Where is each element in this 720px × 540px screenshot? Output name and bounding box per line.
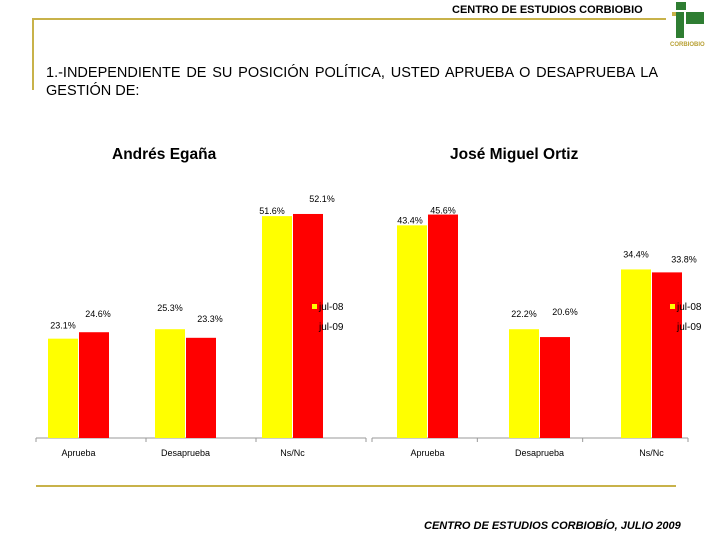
data-label: 34.4% — [623, 249, 649, 259]
bar-jul-08-desaprueba — [509, 329, 539, 438]
category-label: Aprueba — [410, 448, 444, 458]
survey-question: 1.-INDEPENDIENTE DE SU POSICIÓN POLÍTICA… — [46, 65, 658, 99]
data-label: 22.2% — [511, 309, 537, 319]
bar-jul-09-nsnc — [652, 272, 682, 438]
bar-jul-08-aprueba — [48, 338, 78, 438]
category-label: Ns/Nc — [280, 448, 305, 458]
data-label: 43.4% — [397, 215, 423, 225]
bar-jul-08-aprueba — [397, 225, 427, 438]
legend-label: jul-09 — [676, 322, 702, 333]
bar-jul-09-aprueba — [428, 214, 458, 438]
logo-caption: CORBIOBIO — [670, 42, 705, 48]
data-label: 25.3% — [157, 303, 183, 313]
category-label: Aprueba — [61, 448, 95, 458]
footer-source: CENTRO DE ESTUDIOS CORBIOBÍO, JULIO 2009 — [424, 520, 681, 532]
bar-jul-09-aprueba — [79, 332, 109, 438]
category-label: Desaprueba — [161, 448, 210, 458]
frame-top-line — [32, 18, 666, 20]
bar-jul-08-desaprueba — [155, 329, 185, 438]
data-label: 52.1% — [309, 194, 335, 204]
legend-swatch — [312, 324, 317, 329]
data-label: 51.6% — [259, 206, 285, 216]
header-organization: CENTRO DE ESTUDIOS CORBIOBIO — [452, 4, 643, 16]
legend-label: jul-08 — [318, 302, 344, 313]
category-label: Ns/Nc — [639, 448, 664, 458]
chart-title-ortiz: José Miguel Ortiz — [450, 146, 579, 163]
legend-swatch — [670, 324, 675, 329]
data-label: 20.6% — [552, 307, 578, 317]
legend-label: jul-08 — [676, 302, 702, 313]
bar-jul-09-desaprueba — [186, 337, 216, 438]
corbiobio-logo — [672, 2, 704, 38]
frame-bottom-line — [36, 485, 676, 487]
bar-jul-08-nsnc — [262, 216, 292, 438]
bar-jul-09-nsnc — [293, 213, 323, 438]
category-label: Desaprueba — [515, 448, 564, 458]
bar-jul-09-desaprueba — [540, 337, 570, 438]
data-label: 45.6% — [430, 206, 456, 216]
bar-jul-08-nsnc — [621, 269, 651, 438]
data-label: 23.1% — [50, 321, 76, 331]
frame-left-line — [32, 18, 34, 90]
data-label: 23.3% — [197, 314, 223, 324]
legend-label: jul-09 — [318, 322, 344, 333]
data-label: 24.6% — [85, 309, 111, 319]
legend-swatch — [670, 304, 675, 309]
legend-swatch — [312, 304, 317, 309]
chart-title-egana: Andrés Egaña — [112, 146, 217, 163]
data-label: 33.8% — [671, 254, 697, 264]
